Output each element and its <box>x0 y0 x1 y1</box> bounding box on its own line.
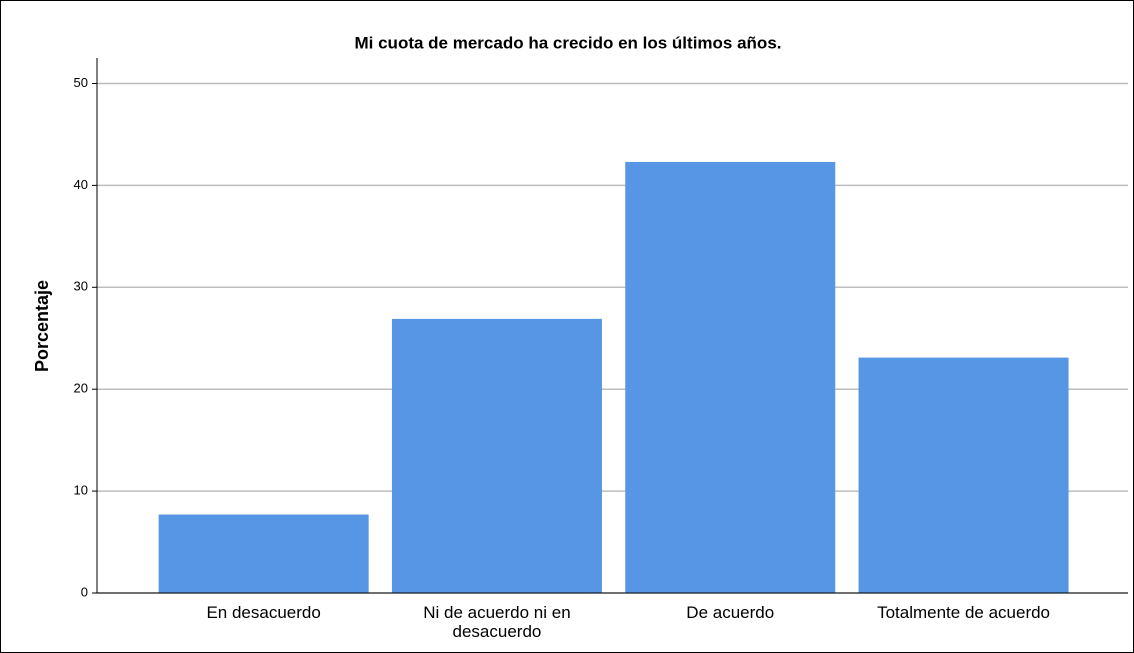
x-tick-label: En desacuerdo <box>206 603 321 622</box>
bar <box>158 514 369 593</box>
x-tick-label: De acuerdo <box>686 603 775 622</box>
y-tick-label: 10 <box>74 483 88 498</box>
x-tick-label: Ni de acuerdo ni en desacuerdo <box>423 603 571 641</box>
y-axis-label: Porcentaje <box>32 280 52 372</box>
chart-title: Mi cuota de mercado ha crecido en los úl… <box>355 33 782 52</box>
x-tick-label: Totalmente de acuerdo <box>877 603 1051 622</box>
y-tick-label: 30 <box>74 279 88 294</box>
bar <box>625 161 836 593</box>
bar <box>391 318 602 593</box>
y-tick-label: 20 <box>74 381 88 396</box>
y-tick-label: 50 <box>74 75 88 90</box>
bar <box>858 357 1069 593</box>
y-tick-label: 40 <box>74 177 88 192</box>
y-tick-label: 0 <box>81 584 88 599</box>
